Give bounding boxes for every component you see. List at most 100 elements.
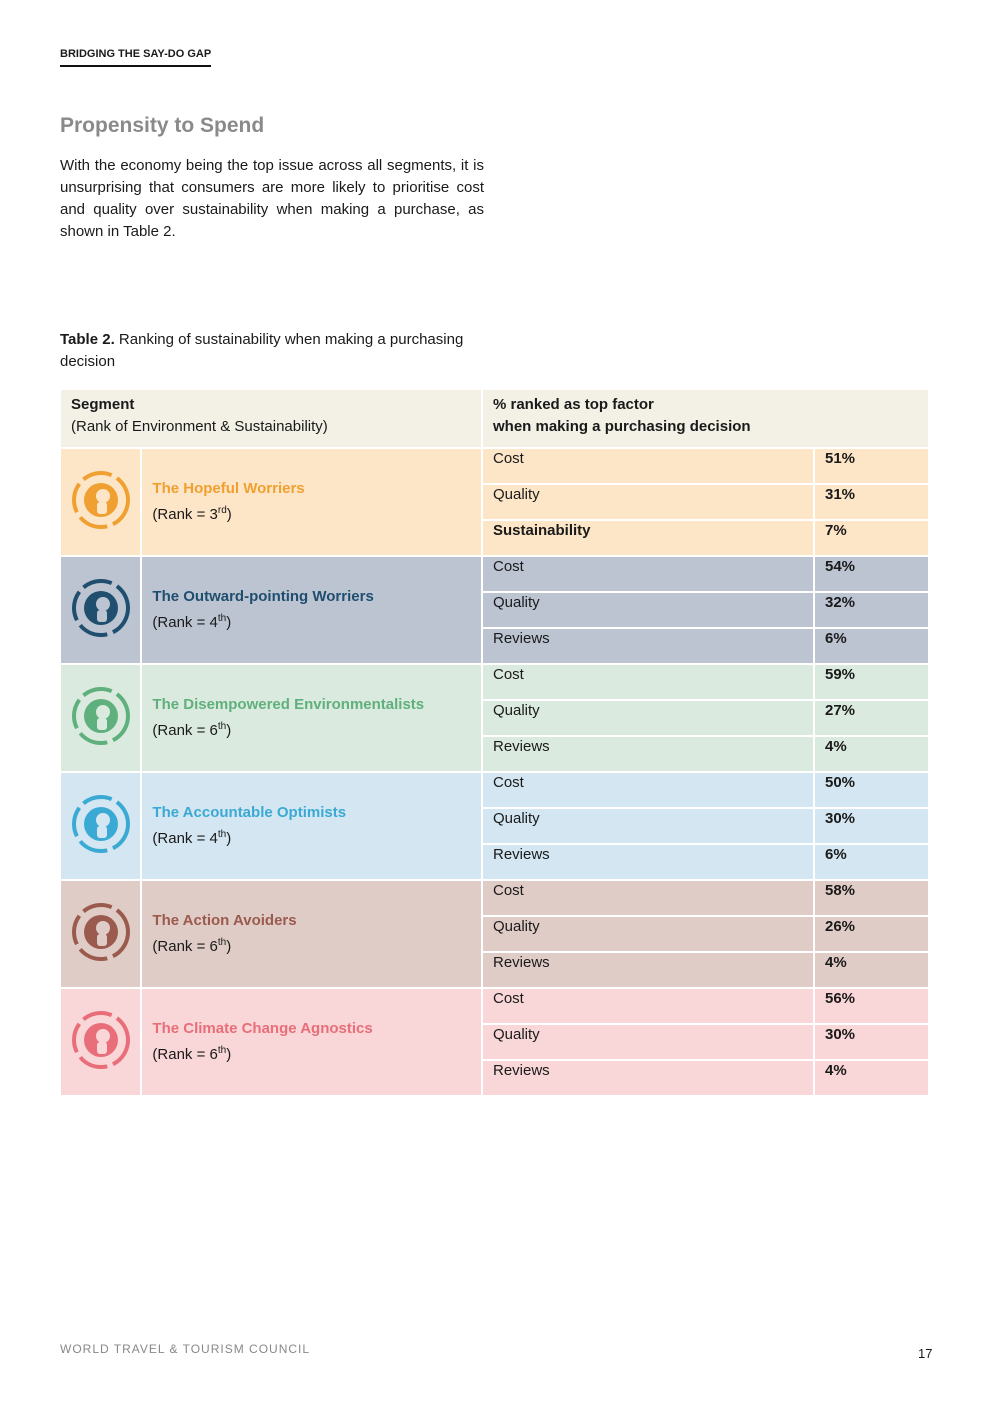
segment-cell: The Outward-pointing Worriers (Rank = 4th… bbox=[142, 557, 481, 663]
factor-label: Reviews bbox=[483, 1061, 813, 1095]
factor-value: 26% bbox=[815, 917, 928, 951]
segment-rank: (Rank = 3rd) bbox=[152, 500, 471, 526]
segment-icon bbox=[71, 687, 130, 745]
paragraph: With the economy being the top issue acr… bbox=[60, 157, 484, 240]
factor-value: 54% bbox=[815, 557, 928, 591]
caption-text: Ranking of sustainability when making a … bbox=[60, 331, 464, 370]
segment-icon bbox=[71, 471, 130, 529]
segment-cell: The Hopeful Worriers (Rank = 3rd) bbox=[142, 449, 481, 555]
segment-name: The Action Avoiders bbox=[152, 912, 297, 929]
factor-label: Cost bbox=[483, 449, 813, 483]
rank-end: ) bbox=[226, 1046, 232, 1063]
ranking-table: Segment (Rank of Environment & Sustainabi… bbox=[59, 388, 930, 1097]
segment-rank: (Rank = 6th) bbox=[152, 932, 471, 958]
factor-value: 30% bbox=[815, 809, 928, 843]
factor-value: 50% bbox=[815, 773, 928, 807]
factor-label: Cost bbox=[483, 665, 813, 699]
factor-value: 30% bbox=[815, 1025, 928, 1059]
factor-value: 4% bbox=[815, 737, 928, 771]
table-row: The Action Avoiders (Rank = 6th) Cost 58% bbox=[61, 881, 928, 987]
header-segment: Segment bbox=[71, 396, 135, 413]
icon-cell bbox=[61, 989, 141, 1095]
header-segment-sub: (Rank of Environment & Sustainability) bbox=[71, 418, 328, 435]
table-row: Reviews 4% bbox=[61, 1061, 928, 1095]
header-factor-sub: when making a purchasing decision bbox=[493, 418, 751, 435]
running-title: BRIDGING THE SAY-DO GAP bbox=[60, 48, 212, 67]
rank-end: ) bbox=[226, 506, 232, 523]
rank-suffix: th bbox=[217, 1045, 227, 1056]
factor-value: 4% bbox=[815, 1061, 928, 1095]
rank-text: (Rank = 6 bbox=[152, 722, 218, 739]
table-row: Quality 26% bbox=[61, 917, 928, 951]
rank-text: (Rank = 4 bbox=[152, 614, 218, 631]
table-caption: Table 2. Ranking of sustainability when … bbox=[60, 329, 484, 373]
rank-text: (Rank = 6 bbox=[152, 938, 218, 955]
segment-cell: The Climate Change Agnostics (Rank = 6th) bbox=[142, 989, 481, 1095]
rank-end: ) bbox=[226, 938, 232, 955]
segment-icon bbox=[71, 1011, 130, 1069]
rank-suffix: rd bbox=[217, 505, 227, 516]
factor-label: Quality bbox=[483, 917, 813, 951]
factor-label: Cost bbox=[483, 989, 813, 1023]
factor-value: 31% bbox=[815, 485, 928, 519]
factor-label: Reviews bbox=[483, 953, 813, 987]
segment-rank: (Rank = 4th) bbox=[152, 824, 471, 850]
table-row: The Disempowered Environmentalists (Rank … bbox=[61, 665, 928, 771]
segment-name: The Climate Change Agnostics bbox=[152, 1020, 373, 1037]
segment-name: The Disempowered Environmentalists bbox=[152, 696, 425, 713]
factor-label: Cost bbox=[483, 773, 813, 807]
factor-value: 32% bbox=[815, 593, 928, 627]
segment-icon bbox=[71, 903, 130, 961]
table-row: Quality 30% bbox=[61, 1025, 928, 1059]
factor-label: Cost bbox=[483, 881, 813, 915]
footer-org: WORLD TRAVEL & TOURISM COUNCIL bbox=[60, 1342, 311, 1356]
factor-value: 27% bbox=[815, 701, 928, 735]
table-row: Quality 32% bbox=[61, 593, 928, 627]
header-cell: % ranked as top factor when making a purc… bbox=[483, 390, 928, 447]
rank-text: (Rank = 6 bbox=[152, 1046, 218, 1063]
factor-label: Quality bbox=[483, 701, 813, 735]
icon-cell bbox=[61, 557, 141, 663]
factor-label: Sustainability bbox=[483, 521, 813, 555]
factor-value: 6% bbox=[815, 629, 928, 663]
rank-end: ) bbox=[226, 614, 232, 631]
factor-label: Reviews bbox=[483, 629, 813, 663]
header-factor: % ranked as top factor bbox=[493, 396, 654, 413]
factor-value: 59% bbox=[815, 665, 928, 699]
segment-rank: (Rank = 4th) bbox=[152, 608, 471, 634]
table-row: Quality 30% bbox=[61, 809, 928, 843]
table-row: Sustainability 7% bbox=[61, 521, 928, 555]
factor-label: Reviews bbox=[483, 845, 813, 879]
icon-cell bbox=[61, 773, 141, 879]
factor-value: 56% bbox=[815, 989, 928, 1023]
rank-suffix: th bbox=[217, 613, 227, 624]
table-row: The Climate Change Agnostics (Rank = 6th)… bbox=[61, 989, 928, 1095]
icon-cell bbox=[61, 665, 141, 771]
table-row: Reviews 4% bbox=[61, 953, 928, 987]
segment-icon bbox=[71, 579, 130, 637]
factor-value: 6% bbox=[815, 845, 928, 879]
header-cell: Segment (Rank of Environment & Sustainabi… bbox=[61, 390, 481, 447]
table-row: Quality 31% bbox=[61, 485, 928, 519]
segment-name: The Hopeful Worriers bbox=[152, 480, 305, 497]
table-row: The Hopeful Worriers (Rank = 3rd) Cost 51% bbox=[61, 449, 928, 555]
factor-label: Quality bbox=[483, 809, 813, 843]
segment-cell: The Action Avoiders (Rank = 6th) bbox=[142, 881, 481, 987]
header-row: Segment (Rank of Environment & Sustainabi… bbox=[61, 390, 928, 447]
factor-value: 4% bbox=[815, 953, 928, 987]
table-row: Quality 27% bbox=[61, 701, 928, 735]
table-row: Reviews 6% bbox=[61, 629, 928, 663]
rank-suffix: th bbox=[217, 937, 227, 948]
factor-value: 51% bbox=[815, 449, 928, 483]
icon-cell bbox=[61, 449, 141, 555]
table-row: The Outward-pointing Worriers (Rank = 4th… bbox=[61, 557, 928, 663]
table-row: Reviews 6% bbox=[61, 845, 928, 879]
factor-label: Cost bbox=[483, 557, 813, 591]
segment-name: The Outward-pointing Worriers bbox=[152, 588, 374, 605]
factor-label: Quality bbox=[483, 1025, 813, 1059]
segment-cell: The Accountable Optimists (Rank = 4th) bbox=[142, 773, 481, 879]
factor-value: 7% bbox=[815, 521, 928, 555]
icon-cell bbox=[61, 881, 141, 987]
section-heading: Propensity to Spend bbox=[60, 114, 265, 137]
